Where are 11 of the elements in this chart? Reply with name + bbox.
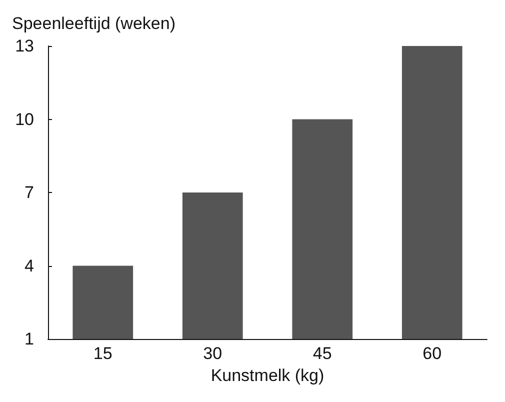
x-tick-label: 60	[422, 344, 442, 363]
y-tick-label: 7	[24, 183, 34, 202]
y-tick-label: 13	[15, 36, 34, 56]
x-axis-title: Kunstmelk (kg)	[210, 366, 324, 385]
x-tick-label: 15	[93, 344, 112, 363]
y-tick-label: 4	[24, 256, 34, 276]
x-tick-label: 30	[203, 344, 222, 363]
y-axis-title: Speenleeftijd (weken)	[12, 14, 176, 33]
y-tick-label: 1	[24, 330, 34, 348]
x-tick-label: 45	[312, 344, 332, 363]
y-tick-label: 10	[15, 110, 34, 129]
